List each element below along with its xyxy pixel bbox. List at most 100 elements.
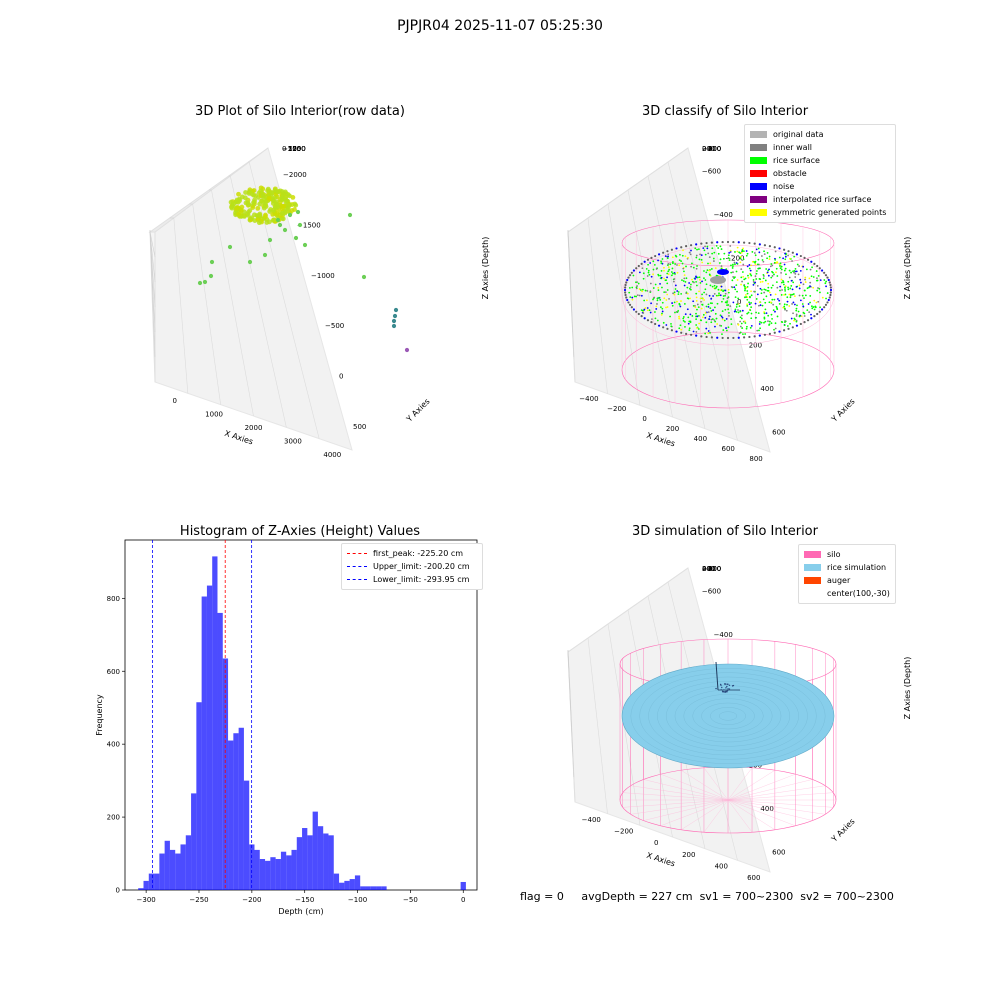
panel2-wall-point	[662, 252, 664, 254]
panel2-point	[767, 315, 769, 317]
panel2-point	[663, 291, 665, 293]
panel2-point	[653, 287, 655, 289]
panel2-wall-point	[803, 257, 805, 259]
panel2-point	[808, 303, 810, 305]
panel1-point	[268, 238, 272, 242]
panel2-point	[816, 270, 818, 272]
panel1-point	[271, 217, 276, 222]
panel2-point	[790, 285, 792, 287]
panel2-point	[820, 279, 822, 281]
panel2-point	[746, 313, 748, 315]
panel1-point	[257, 213, 262, 218]
panel2-point	[672, 268, 674, 270]
panel1-point	[263, 253, 267, 257]
panel2-point	[758, 248, 760, 250]
panel2-point	[717, 303, 719, 305]
panel2-point	[724, 320, 726, 322]
histogram-x-tick-label: −50	[403, 896, 418, 904]
panel2-point	[665, 324, 667, 326]
panel2-point	[787, 325, 789, 327]
panel2-point	[703, 299, 705, 301]
legend3-entry: first_peak: -225.20 cm	[347, 547, 477, 560]
panel1-point	[392, 319, 396, 323]
panel2-point	[742, 310, 744, 312]
panel1-point	[298, 223, 302, 227]
panel2-point	[709, 262, 711, 264]
panel2-point	[810, 314, 812, 316]
panel1-point	[203, 280, 207, 284]
panel2-point	[651, 276, 653, 278]
panel2-point	[667, 253, 669, 255]
panel2-point	[766, 312, 768, 314]
panel2-point	[631, 297, 633, 299]
panel2-point	[793, 256, 795, 258]
panel2-point	[704, 246, 706, 248]
panel2-point	[796, 304, 798, 306]
panel2-point	[789, 258, 791, 260]
panel2-wall-point	[810, 261, 812, 263]
panel2-point	[676, 290, 678, 292]
panel2-point	[791, 318, 793, 320]
panel2-point	[729, 245, 731, 247]
panel2-point	[738, 324, 740, 326]
panel2-point	[749, 264, 751, 266]
panel2-point	[743, 285, 745, 287]
panel1-point	[232, 201, 237, 206]
panel4-center-point	[720, 689, 721, 690]
panel2-point	[783, 306, 785, 308]
panel4-x-axis-label: X Axies	[645, 851, 676, 869]
panel2-point	[674, 301, 676, 303]
panel2-point	[633, 275, 635, 277]
panel2-point	[803, 283, 805, 285]
panel2-wall-point	[828, 279, 830, 281]
panel2-point	[797, 264, 799, 266]
histogram-bar	[165, 841, 170, 890]
panel2-point	[654, 264, 656, 266]
panel2-point	[790, 294, 792, 296]
panel2-wall-point	[647, 319, 649, 321]
panel2-wall-point	[816, 313, 818, 315]
panel1-point	[392, 324, 396, 328]
panel2-wall-point	[800, 255, 802, 257]
panel2-point	[727, 297, 729, 299]
panel2-point	[728, 254, 730, 256]
panel2-point	[772, 304, 774, 306]
histogram-y-tick-label: 200	[107, 814, 120, 822]
panel2-point	[750, 317, 752, 319]
panel2-point	[755, 312, 757, 314]
panel2-wall-point	[641, 263, 643, 265]
panel2-point	[784, 264, 786, 266]
panel2-point	[727, 308, 729, 310]
panel1-point	[266, 187, 271, 192]
panel2-point	[667, 270, 669, 272]
histogram-bar	[191, 793, 196, 890]
panel2-wall-point	[816, 265, 818, 267]
panel2-point	[741, 323, 743, 325]
panel2-wall-point	[819, 267, 821, 269]
histogram-bar	[143, 881, 148, 890]
panel2-point	[730, 318, 732, 320]
panel2-point	[678, 316, 680, 318]
legend2-swatch	[750, 209, 767, 216]
panel4-y-tick-label: −400	[714, 631, 733, 639]
panel2-point	[720, 245, 722, 247]
histogram-bar	[360, 886, 365, 890]
panel2-wall-point	[732, 337, 734, 339]
panel2-point	[645, 307, 647, 309]
panel2-point	[822, 297, 824, 299]
panel1-point	[294, 236, 298, 240]
panel2-point	[694, 278, 696, 280]
panel2-point	[735, 296, 737, 298]
panel2-point	[781, 289, 783, 291]
panel2-point	[772, 284, 774, 286]
panel2-point	[819, 292, 821, 294]
panel2-point	[682, 263, 684, 265]
panel1-point	[280, 211, 285, 216]
histogram-bar	[376, 886, 381, 890]
panel2-wall-point	[711, 241, 713, 243]
panel2-wall-point	[675, 330, 677, 332]
panel2-point	[742, 333, 744, 335]
histogram-x-tick-label: −300	[137, 896, 156, 904]
panel2-point	[660, 262, 662, 264]
histogram-bar	[260, 859, 265, 890]
